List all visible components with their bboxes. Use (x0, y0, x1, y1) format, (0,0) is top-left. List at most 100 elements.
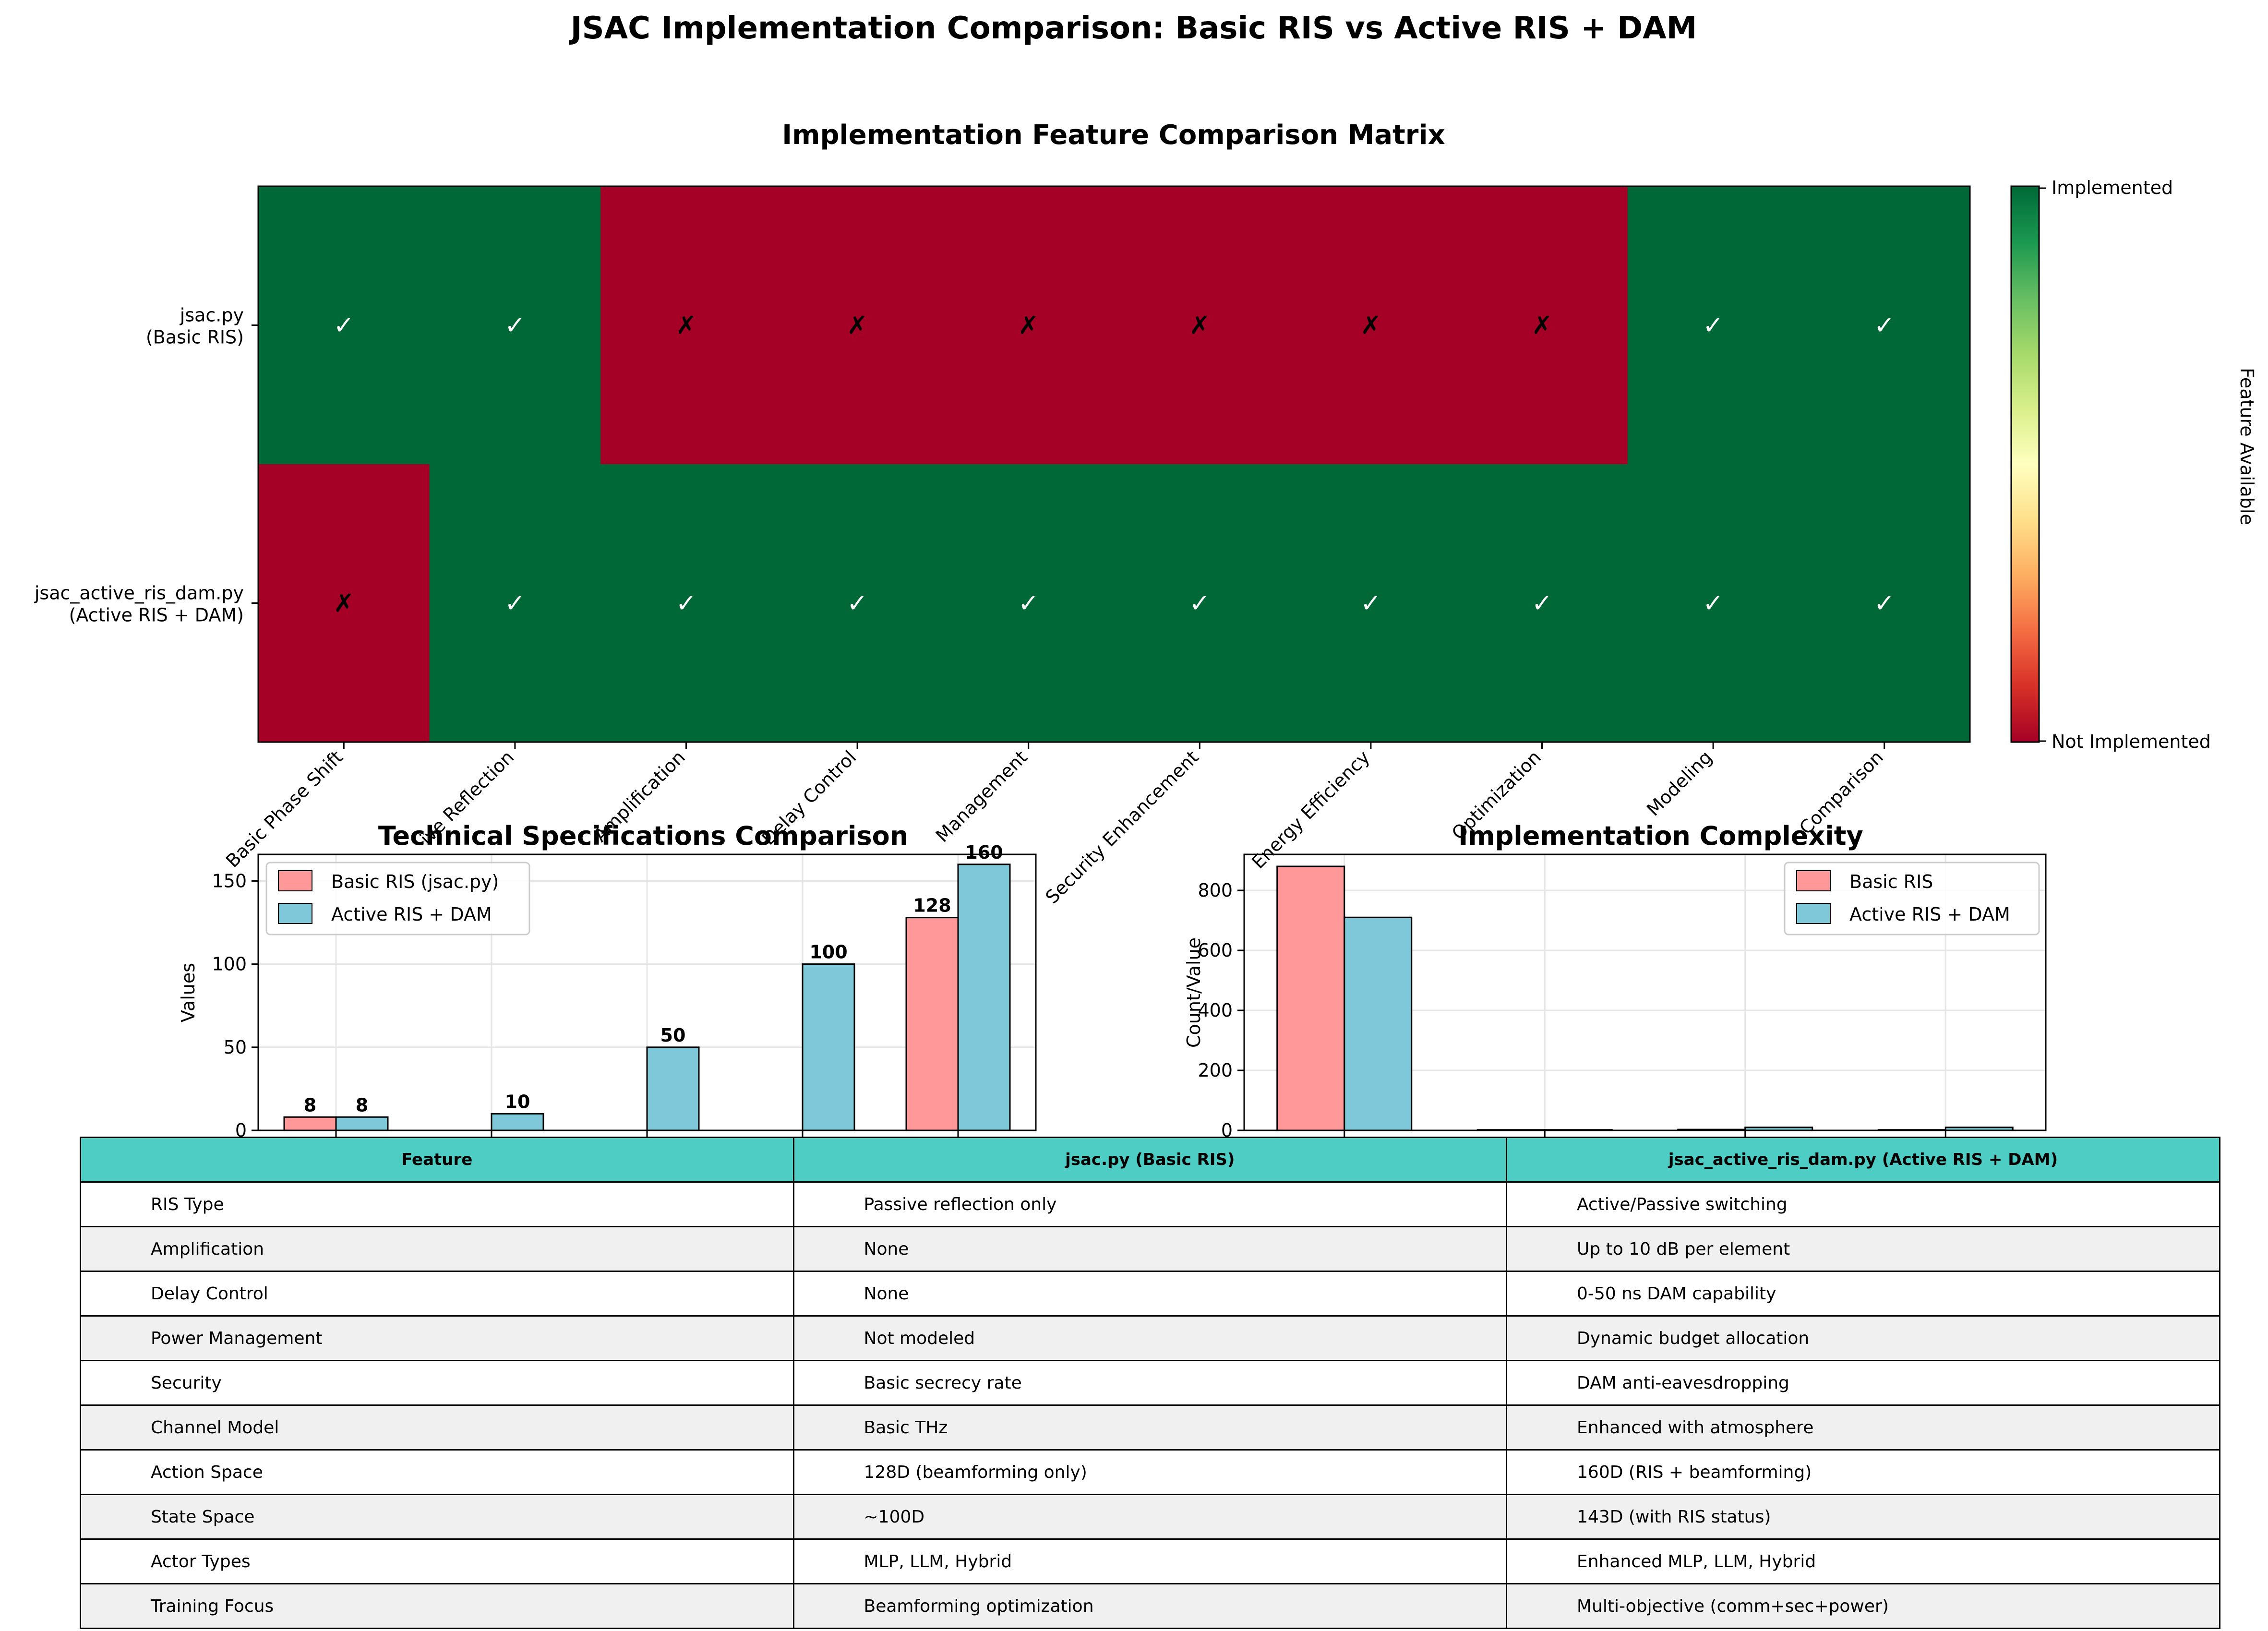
heatmap-cell (1456, 186, 1628, 465)
table-cell: Passive reflection only (792, 1181, 1508, 1227)
bar (802, 963, 855, 1131)
check-mark: ✓ (676, 589, 697, 618)
heatmap-column-label: Security Enhancement (1042, 746, 1203, 908)
y-tick-label: 200 (1198, 1060, 1233, 1081)
tech-specs-chart: Technical Specifications Comparison 8 128… (178, 821, 1037, 1141)
table-cell: Power Management (80, 1315, 794, 1361)
bar (957, 863, 1011, 1131)
feature-heatmap: Implementation Feature Comparison Matrix… (34, 120, 1971, 908)
bar-value-label: 128 (913, 895, 951, 916)
cross-mark: ✗ (1018, 312, 1039, 340)
heatmap-cell (429, 464, 601, 743)
bar (1276, 865, 1345, 1131)
cross-mark: ✗ (1189, 312, 1211, 340)
heatmap-cell (771, 464, 943, 743)
heatmap-cell (1456, 464, 1628, 743)
check-mark: ✓ (1532, 589, 1553, 618)
figure-title: JSAC Implementation Comparison: Basic RI… (569, 11, 1697, 46)
heatmap-cell (1799, 186, 1970, 465)
heatmap-column-label: Basic Phase Shift (222, 746, 347, 872)
table-cell: Actor Types (80, 1538, 794, 1584)
table-header-feature: Feature (80, 1137, 794, 1183)
table-header-row: Feature jsac.py (Basic RIS) jsac_active_… (80, 1137, 2220, 1183)
bar (646, 1046, 700, 1131)
heatmap-column-label: Management (932, 746, 1032, 846)
y-tick-label: 800 (1198, 880, 1233, 901)
table-cell: ~100D (792, 1494, 1508, 1540)
heatmap-title: Implementation Feature Comparison Matrix (782, 120, 1445, 151)
cross-mark: ✗ (1360, 312, 1381, 340)
heatmap-cell (1799, 464, 1970, 743)
heatmap-row-label: jsac_active_ris_dam.py (Active RIS + DAM) (34, 583, 244, 626)
tech-specs-ylabel: Values (178, 963, 199, 1022)
heatmap-row-label: jsac.py (Basic RIS) (146, 305, 244, 348)
heatmap-cell (600, 464, 772, 743)
table-row: Channel Model Basic THz Enhanced with atmo… (80, 1404, 2220, 1451)
heatmap-cell (429, 186, 601, 465)
check-mark: ✓ (1874, 589, 1895, 618)
heatmap-cell (1114, 464, 1286, 743)
check-mark: ✓ (847, 589, 868, 618)
bar (335, 1116, 389, 1131)
bar (283, 1116, 337, 1131)
colorbar-gradient (2010, 185, 2040, 743)
table-cell: DAM anti-eavesdropping (1506, 1360, 2220, 1406)
table-cell: Not modeled (792, 1315, 1508, 1361)
table-row: Security Basic secrecy rate DAM anti-eaves… (80, 1360, 2220, 1406)
colorbar-tick-implemented: Implemented (2052, 177, 2173, 198)
colorbar: Implemented Not Implemented Feature Avai… (2010, 177, 2257, 752)
complexity-title: Implementation Complexity (1458, 821, 1863, 851)
table-row: Power Management Not modeled Dynamic budge… (80, 1315, 2220, 1361)
heatmap-cell (943, 464, 1115, 743)
table-cell: RIS Type (80, 1181, 794, 1227)
table-cell: None (792, 1226, 1508, 1272)
heatmap-cell (771, 186, 943, 465)
tech-specs-title: Technical Specifications Comparison (378, 821, 908, 851)
table-cell: None (792, 1271, 1508, 1317)
table-row: RIS Type Passive reflection only Active/Pa… (80, 1181, 2220, 1227)
heatmap-cells: ✓ ✓ ✗ ✗ ✗ ✗ ✗ ✗ ✓ ✓ ✗ ✓ ✓ ✓ ✓ ✓ ✓ ✓ ✓ ✓ (258, 186, 1970, 743)
check-mark: ✓ (504, 589, 526, 618)
heatmap-cell (943, 186, 1115, 465)
table-cell: Enhanced with atmosphere (1506, 1404, 2220, 1451)
heatmap-cell (600, 186, 772, 465)
table-row: Delay Control None 0-50 ns DAM capability (80, 1271, 2220, 1317)
cross-mark: ✗ (1532, 312, 1553, 340)
table-row: Actor Types MLP, LLM, Hybrid Enhanced MLP,… (80, 1538, 2220, 1584)
bar-value-label: 8 (304, 1094, 316, 1115)
check-mark: ✓ (1874, 312, 1895, 340)
heatmap-frame (257, 185, 1971, 743)
heatmap-cell (258, 464, 430, 743)
table-cell: MLP, LLM, Hybrid (792, 1538, 1508, 1584)
table-header-active: jsac_active_ris_dam.py (Active RIS + DAM… (1506, 1137, 2220, 1183)
y-tick-label: 400 (1198, 1000, 1233, 1021)
complexity-chart: Implementation Complexity 0200400600800 … (1183, 821, 2047, 1141)
table-cell: 160D (RIS + beamforming) (1506, 1449, 2220, 1495)
table-cell: 128D (beamforming only) (792, 1449, 1508, 1495)
colorbar-tick-not-implemented: Not Implemented (2052, 731, 2211, 752)
legend-label-active: Active RIS + DAM (1849, 904, 2010, 925)
y-tick-label: 50 (224, 1037, 247, 1058)
table-cell: Enhanced MLP, LLM, Hybrid (1506, 1538, 2220, 1584)
check-mark: ✓ (334, 312, 355, 340)
heatmap-cell (258, 186, 430, 465)
colorbar-label: Feature Available (2236, 368, 2257, 525)
table-cell: Multi-objective (comm+sec+power) (1506, 1583, 2220, 1629)
table-cell: Training Focus (80, 1583, 794, 1629)
y-tick-label: 100 (212, 954, 247, 975)
legend-swatch-basic (278, 870, 312, 891)
check-mark: ✓ (1189, 589, 1211, 618)
bar (491, 1113, 544, 1131)
table-cell: Action Space (80, 1449, 794, 1495)
table-cell: Channel Model (80, 1404, 794, 1451)
bar (1344, 916, 1413, 1131)
table-row: Training Focus Beamforming optimization Mu… (80, 1583, 2220, 1629)
heatmap-column-label: Modeling (1643, 746, 1716, 820)
table-row: State Space ~100D 143D (with RIS status) (80, 1494, 2220, 1540)
bar (905, 917, 959, 1131)
complexity-legend: Basic RIS Active RIS + DAM (1784, 862, 2040, 935)
y-tick-label: 600 (1198, 940, 1233, 961)
table-cell: 0-50 ns DAM capability (1506, 1271, 2220, 1317)
tech-specs-legend: Basic RIS (jsac.py) Active RIS + DAM (265, 862, 530, 935)
heatmap-row-labels: jsac.py (Basic RIS) jsac_active_ris_dam.py… (34, 305, 258, 626)
